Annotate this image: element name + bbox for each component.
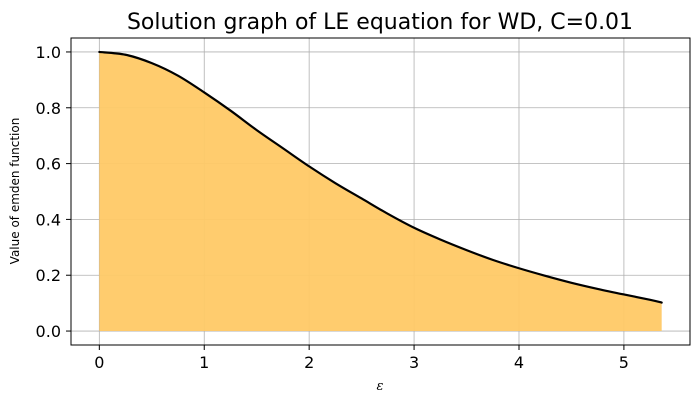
x-tick-label: 2 [304,353,314,372]
area-fill [99,51,662,332]
line-series-0 [98,50,663,304]
x-tick-label: 4 [514,353,524,372]
x-tick-label: 1 [199,353,209,372]
x-axis-label: ε [377,379,384,394]
x-ticks: 0 1 2 3 4 5 [94,345,629,372]
y-tick-label: 0.2 [36,266,61,285]
area-fill-series-0 [99,51,662,332]
plot-frame [70,37,691,346]
y-ticks: 0.0 0.2 0.4 0.6 0.8 1.0 [36,43,71,341]
chart-title: Solution graph of LE equation for WD, C=… [127,10,633,35]
y-tick-label: 0.6 [36,155,61,174]
y-tick-label: 0.4 [36,210,61,229]
x-tick-label: 0 [94,353,104,372]
y-tick-label: 1.0 [36,43,61,62]
y-tick-label: 0.0 [36,322,61,341]
y-tick-label: 0.8 [36,99,61,118]
y-axis-label: Value of emden function [8,118,22,265]
series-line [98,50,663,304]
x-tick-label: 5 [619,353,629,372]
x-tick-label: 3 [409,353,419,372]
